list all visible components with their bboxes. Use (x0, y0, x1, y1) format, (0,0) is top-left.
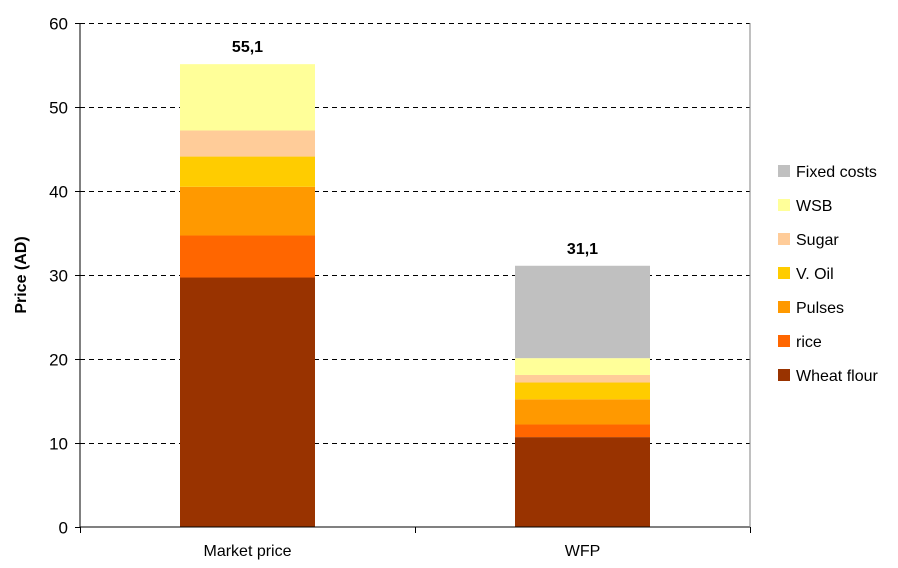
legend-label: Wheat flour (796, 368, 878, 385)
legend-label: Pulses (796, 300, 844, 317)
legend-label: WSB (796, 198, 832, 215)
y-tick-label: 10 (49, 435, 68, 454)
y-tick-label: 0 (59, 519, 68, 538)
legend: Fixed costs WSB Sugar V. Oil Pulses rice Wheat… (778, 164, 878, 385)
y-tick-label: 30 (49, 267, 68, 286)
bar-total-label: 55,1 (232, 39, 263, 56)
bar-segment (180, 235, 315, 278)
bar-segment (515, 382, 650, 400)
bar-segment (180, 156, 315, 187)
x-category-label: Market price (203, 543, 291, 560)
bar-segment (515, 358, 650, 375)
bar-segment (515, 437, 650, 527)
legend-swatch (778, 199, 790, 211)
bar-segment (180, 277, 315, 527)
legend-swatch (778, 369, 790, 381)
legend-swatch (778, 335, 790, 347)
legend-swatch (778, 165, 790, 177)
bars (180, 64, 650, 527)
x-category-label: WFP (565, 543, 601, 560)
bar-segment (515, 265, 650, 359)
bar-segment (180, 130, 315, 157)
bar-segment (180, 186, 315, 236)
legend-swatch (778, 301, 790, 313)
legend-swatch (778, 267, 790, 279)
legend-label: Fixed costs (796, 164, 877, 181)
bar-segment (515, 424, 650, 438)
legend-label: Sugar (796, 232, 839, 249)
bar-segment (515, 399, 650, 425)
legend-label: V. Oil (796, 266, 834, 283)
labels: 0 10 20 30 40 50 60 55,1 Market price 31,1 WFP (49, 15, 751, 560)
y-tick-label: 50 (49, 99, 68, 118)
legend-swatch (778, 233, 790, 245)
legend-label: rice (796, 334, 822, 351)
y-tick-label: 20 (49, 351, 68, 370)
y-tick-label: 60 (49, 15, 68, 34)
y-tick-label: 40 (49, 183, 68, 202)
bar-total-label: 31,1 (567, 241, 598, 258)
y-axis-title: Price (AD) (13, 236, 30, 313)
bar-segment (180, 64, 315, 131)
bar-segment (515, 374, 650, 383)
